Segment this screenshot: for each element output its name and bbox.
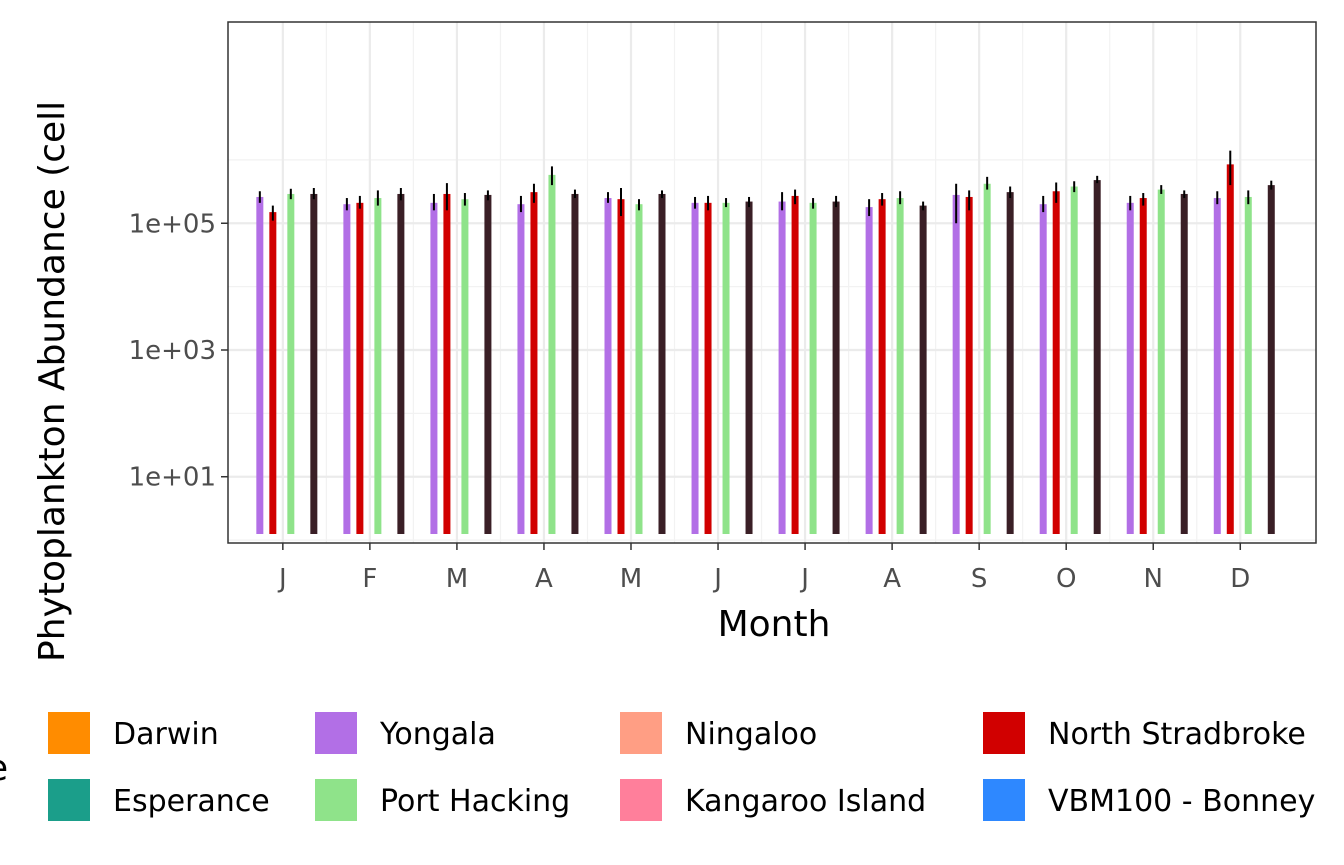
bar [704, 202, 712, 534]
legend-swatch [48, 712, 90, 754]
bar [952, 194, 960, 535]
bar [356, 202, 364, 534]
bar [983, 183, 991, 535]
bar [1213, 198, 1221, 535]
error-bars [258, 150, 1273, 224]
bar [484, 194, 492, 535]
bar [1126, 202, 1134, 534]
bar [517, 204, 525, 534]
x-tick-label: A [535, 564, 553, 594]
legend-swatch [315, 779, 357, 821]
bar [1267, 185, 1275, 535]
bar [1157, 189, 1165, 534]
legend-label: Kangaroo Island [685, 784, 926, 819]
y-axis-title: Phytoplankton Abundance (cell [32, 101, 73, 662]
bar [722, 202, 730, 534]
x-tick-label: N [1144, 564, 1163, 594]
legend-label: Esperance [113, 784, 270, 819]
bar [1006, 192, 1014, 535]
bar [832, 201, 840, 535]
bar [809, 202, 817, 534]
legend-swatch [983, 712, 1025, 754]
x-tick-label: D [1230, 564, 1250, 594]
bar [461, 199, 469, 534]
bar [691, 202, 699, 534]
bars [256, 164, 1275, 535]
legend-label: VBM100 - Bonney [1048, 784, 1315, 819]
bar [374, 198, 382, 535]
bar [1070, 186, 1078, 534]
bar [443, 193, 451, 534]
bar [658, 193, 666, 534]
bar [310, 193, 318, 534]
bar [269, 212, 277, 535]
legend-label: Yongala [379, 717, 496, 752]
bar [430, 202, 438, 534]
bar [343, 204, 351, 534]
x-tick-label: S [971, 564, 988, 594]
x-tick-label: J [799, 564, 809, 594]
x-axis-title: Month [718, 604, 831, 645]
x-tick-label: J [712, 564, 722, 594]
bar [617, 199, 625, 534]
x-tick-label: O [1056, 564, 1076, 594]
x-tick-label: A [883, 564, 901, 594]
y-tick-label: 1e+03 [129, 336, 216, 366]
legend-title: e [0, 748, 8, 789]
legend-label: Darwin [113, 717, 219, 752]
bar [604, 198, 612, 535]
legend-swatch [315, 712, 357, 754]
x-tick-label: F [362, 564, 377, 594]
bar [791, 195, 799, 534]
bar [287, 193, 295, 534]
legend-swatch [620, 712, 662, 754]
bar [1244, 196, 1252, 534]
bar [548, 174, 556, 535]
bar [530, 192, 538, 535]
x-tick-label: M [446, 564, 468, 594]
legend-label: Ningaloo [685, 717, 817, 752]
legend-label: North Stradbroke [1048, 717, 1306, 752]
bar [1139, 198, 1147, 535]
bar [571, 193, 579, 534]
bar [1180, 193, 1188, 534]
bar [397, 193, 405, 534]
bar [745, 201, 753, 535]
bar [256, 196, 264, 534]
bar [878, 199, 886, 534]
x-tick-label: M [620, 564, 642, 594]
bar [965, 196, 973, 534]
legend-swatch [48, 779, 90, 821]
bar [919, 205, 927, 534]
bar [1039, 204, 1047, 534]
legend-swatch [620, 779, 662, 821]
bar [1226, 164, 1234, 534]
legend: Darwin Esperance Yongala Port Hacking Ningal… [48, 712, 1315, 821]
x-tick-label: J [277, 564, 287, 594]
bar [865, 207, 873, 534]
legend-swatch [983, 779, 1025, 821]
bar [778, 201, 786, 535]
grid-major [228, 22, 1316, 543]
bar [1052, 191, 1060, 534]
bar [896, 198, 904, 535]
y-tick-label: 1e+01 [129, 463, 216, 493]
panel-border [227, 21, 1317, 544]
bar [1093, 180, 1101, 534]
y-tick-label: 1e+05 [129, 209, 216, 239]
bar [635, 204, 643, 534]
legend-label: Port Hacking [380, 784, 570, 819]
y-axis-ticks: 1e+01 1e+03 1e+05 [129, 209, 228, 493]
grid-minor [228, 22, 1316, 543]
